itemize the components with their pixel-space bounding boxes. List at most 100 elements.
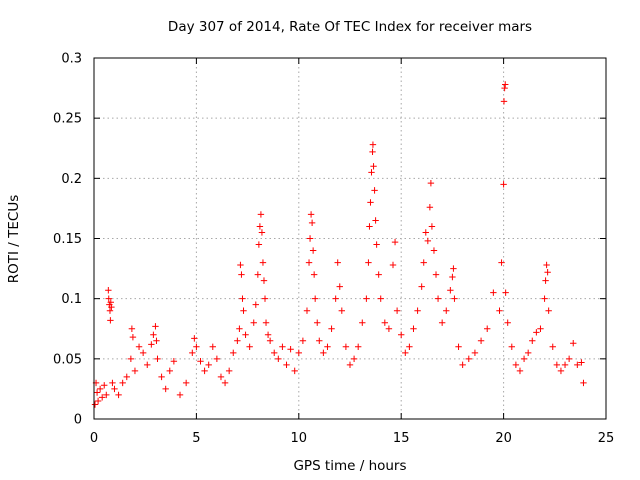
data-point [237, 261, 244, 269]
data-point [537, 325, 544, 332]
data-point [496, 307, 503, 314]
x-axis-title: GPS time / hours [293, 458, 406, 474]
data-point [544, 268, 551, 276]
data-point [91, 401, 99, 408]
data-point [398, 331, 405, 338]
data-point [299, 337, 307, 344]
data-point [342, 343, 350, 350]
data-point [139, 349, 147, 357]
grid-layer [94, 58, 606, 419]
data-point [256, 223, 264, 230]
data-point [502, 81, 509, 88]
data-point [106, 307, 114, 314]
data-point [368, 169, 375, 176]
data-point [430, 247, 438, 254]
data-point [367, 199, 374, 206]
data-point [306, 235, 314, 242]
data-point [543, 261, 550, 269]
data-point [98, 394, 106, 401]
data-point [373, 241, 380, 248]
data-point [154, 355, 161, 363]
data-point [238, 271, 245, 278]
data-point [217, 373, 225, 381]
data-point [432, 271, 440, 278]
data-point [162, 385, 169, 393]
data-point [205, 361, 212, 369]
data-point [578, 359, 585, 366]
data-point [504, 319, 511, 326]
data-point [240, 307, 247, 314]
x-tick-label: 0 [90, 431, 98, 446]
data-point [259, 259, 267, 266]
data-point [502, 289, 509, 296]
data-point [283, 361, 290, 369]
data-point [443, 307, 450, 314]
data-point [320, 349, 327, 357]
y-tick-label: 0.15 [53, 232, 82, 247]
data-point [372, 217, 379, 224]
data-point [418, 283, 425, 290]
data-point [213, 355, 221, 363]
chart-title: Day 307 of 2014, Rate Of TEC Index for r… [168, 19, 532, 35]
data-point [422, 229, 429, 236]
data-point [501, 84, 508, 92]
data-point [119, 379, 126, 387]
data-point [148, 341, 155, 348]
data-point [451, 295, 458, 302]
data-point [500, 181, 507, 188]
data-point [197, 358, 204, 365]
y-tick-label: 0.1 [61, 292, 82, 307]
data-point [144, 361, 151, 369]
x-tick-label: 15 [393, 431, 410, 446]
data-point [252, 301, 259, 308]
data-point [250, 319, 257, 326]
data-point [176, 391, 184, 399]
data-point [332, 295, 339, 302]
data-point [158, 373, 165, 381]
data-point [533, 329, 540, 336]
data-point [309, 247, 317, 254]
data-point [557, 367, 565, 375]
data-point [111, 385, 118, 393]
data-point [310, 271, 318, 278]
data-point [246, 343, 253, 350]
data-point [369, 141, 377, 148]
y-axis-title: ROTI / TECUs [6, 195, 22, 283]
data-point [393, 307, 401, 314]
data-point [311, 295, 319, 302]
x-tick-label: 10 [291, 431, 308, 446]
data-point [291, 367, 298, 375]
data-point [242, 331, 249, 338]
data-point [128, 325, 136, 332]
data-point [370, 163, 377, 170]
data-point [450, 265, 457, 272]
data-point [96, 385, 104, 393]
data-point [193, 343, 200, 350]
data-point [542, 277, 549, 284]
data-point [512, 361, 520, 369]
data-point [221, 379, 229, 387]
data-point [427, 179, 435, 187]
x-tick-label: 25 [598, 431, 615, 446]
data-point [201, 367, 208, 375]
data-point [94, 397, 102, 405]
data-point [406, 343, 413, 350]
x-tick-label: 5 [192, 431, 200, 446]
data-point [369, 148, 376, 156]
data-point [420, 259, 427, 266]
data-point [191, 335, 198, 342]
data-point [438, 319, 446, 326]
data-point [524, 349, 532, 357]
data-point [103, 391, 110, 399]
data-point [308, 219, 316, 227]
data-point [574, 361, 581, 369]
data-point [234, 337, 241, 344]
data-point [414, 307, 421, 314]
data-point [254, 271, 262, 278]
data-point [455, 343, 462, 350]
data-point [498, 259, 505, 266]
data-point [170, 358, 178, 365]
data-point [316, 337, 323, 344]
data-point [371, 187, 378, 194]
data-point [553, 361, 561, 369]
